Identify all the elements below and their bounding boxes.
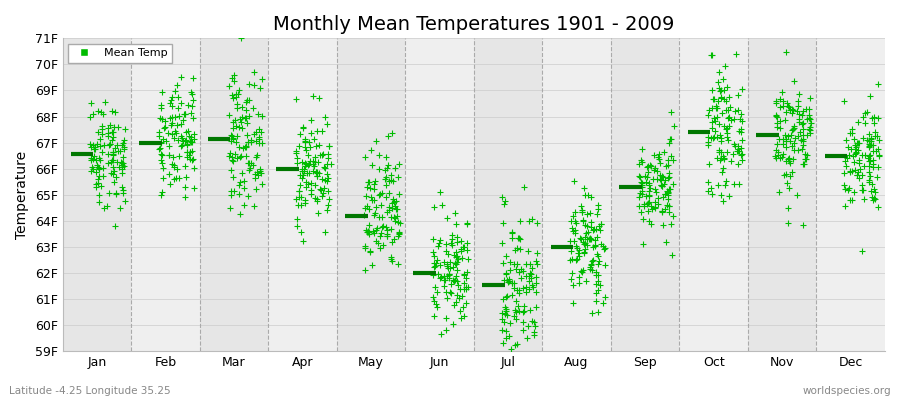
Bar [62, 38, 131, 351]
Bar [680, 38, 748, 351]
Y-axis label: Temperature: Temperature [15, 151, 29, 239]
Bar [131, 38, 200, 351]
Bar [611, 38, 680, 351]
Bar [200, 38, 268, 351]
Bar [473, 38, 543, 351]
Bar [816, 38, 885, 351]
Bar [337, 38, 405, 351]
Title: Monthly Mean Temperatures 1901 - 2009: Monthly Mean Temperatures 1901 - 2009 [273, 15, 674, 34]
Text: worldspecies.org: worldspecies.org [803, 386, 891, 396]
Legend: Mean Temp: Mean Temp [68, 44, 172, 63]
Text: Latitude -4.25 Longitude 35.25: Latitude -4.25 Longitude 35.25 [9, 386, 171, 396]
Bar [543, 38, 611, 351]
Bar [268, 38, 337, 351]
Bar [405, 38, 473, 351]
Bar [748, 38, 816, 351]
